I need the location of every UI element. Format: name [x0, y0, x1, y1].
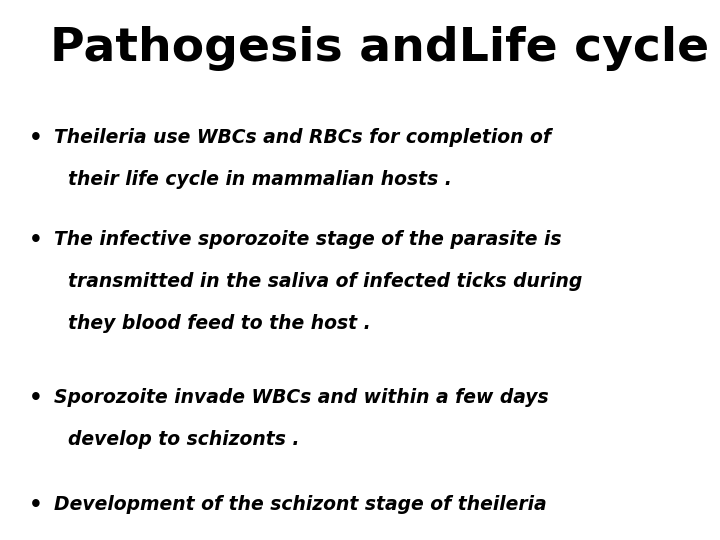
Text: •: •: [29, 388, 42, 408]
Text: The infective sporozoite stage of the parasite is: The infective sporozoite stage of the pa…: [54, 230, 562, 249]
Text: Theileria use WBCs and RBCs for completion of: Theileria use WBCs and RBCs for completi…: [54, 128, 551, 147]
Text: •: •: [29, 495, 42, 515]
Text: their life cycle in mammalian hosts .: their life cycle in mammalian hosts .: [68, 170, 452, 189]
Text: Pathogesis andLife cycle: Pathogesis andLife cycle: [50, 26, 709, 71]
Text: they blood feed to the host .: they blood feed to the host .: [68, 314, 371, 333]
Text: transmitted in the saliva of infected ticks during: transmitted in the saliva of infected ti…: [68, 272, 582, 291]
Text: Sporozoite invade WBCs and within a few days: Sporozoite invade WBCs and within a few …: [54, 388, 549, 407]
Text: develop to schizonts .: develop to schizonts .: [68, 430, 300, 449]
Text: •: •: [29, 128, 42, 148]
Text: •: •: [29, 230, 42, 250]
Text: Development of the schizont stage of theileria: Development of the schizont stage of the…: [54, 495, 546, 514]
